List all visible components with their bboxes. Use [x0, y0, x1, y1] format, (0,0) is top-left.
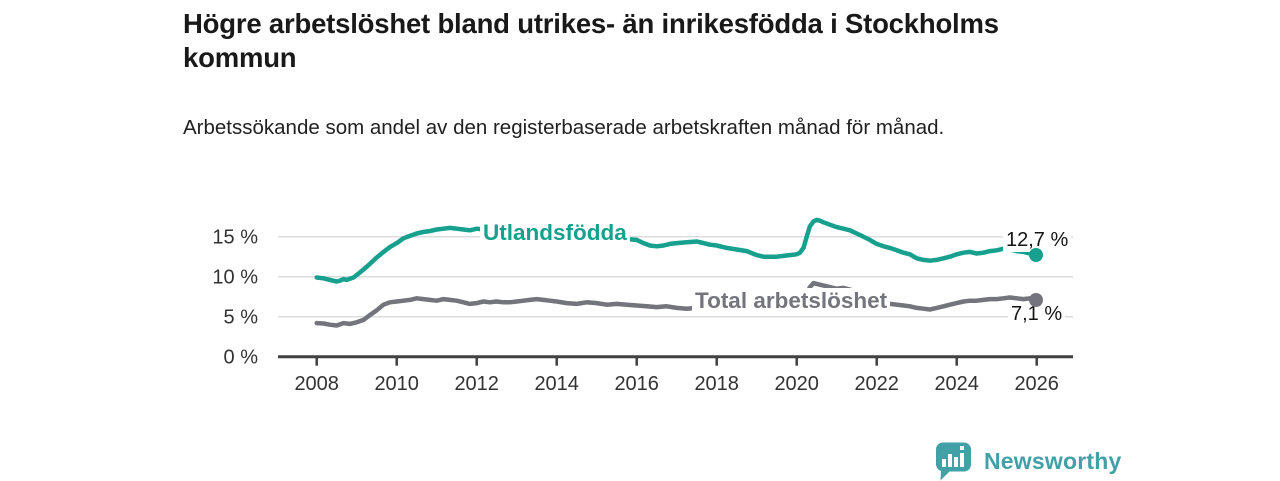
- svg-text:5 %: 5 %: [224, 307, 259, 329]
- brand-name: Newsworthy: [984, 447, 1122, 474]
- svg-text:2008: 2008: [294, 373, 339, 395]
- end-dot-total: [1029, 293, 1043, 307]
- svg-text:2026: 2026: [1014, 373, 1058, 395]
- svg-text:2016: 2016: [614, 373, 659, 395]
- series-label-total-arbetsloshet: Total arbetslöshet: [692, 288, 891, 315]
- newsworthy-logo: Newsworthy: [933, 441, 1122, 481]
- svg-text:15 %: 15 %: [212, 227, 258, 249]
- series-label-utlandsfodda: Utlandsfödda: [480, 220, 630, 247]
- bar-chart-pin-icon: [933, 441, 974, 481]
- svg-text:2010: 2010: [374, 373, 419, 395]
- svg-text:2020: 2020: [774, 373, 819, 395]
- chart-subtitle: Arbetssökande som andel av den registerb…: [183, 116, 945, 139]
- chart-svg: 0 % 5 % 10 % 15 % 2008 2010 2012 2014 2016 2018 20…: [212, 217, 1073, 395]
- page-title: Högre arbetslöshet bland utrikes- än inr…: [183, 8, 999, 74]
- end-value-label-total: 7,1 %: [1008, 302, 1066, 326]
- end-value-label-utlandsfodda: 12,7 %: [1003, 228, 1072, 252]
- svg-text:2012: 2012: [454, 373, 499, 395]
- end-dot-utlandsfodda: [1029, 248, 1043, 262]
- svg-text:2018: 2018: [694, 373, 739, 395]
- svg-text:2024: 2024: [934, 373, 979, 395]
- svg-text:2022: 2022: [854, 373, 899, 395]
- chart-area: 0 % 5 % 10 % 15 % 2008 2010 2012 2014 2016 2018 20…: [200, 200, 1100, 400]
- svg-text:10 %: 10 %: [212, 267, 258, 289]
- svg-text:2014: 2014: [534, 373, 579, 395]
- svg-text:0 %: 0 %: [224, 347, 259, 369]
